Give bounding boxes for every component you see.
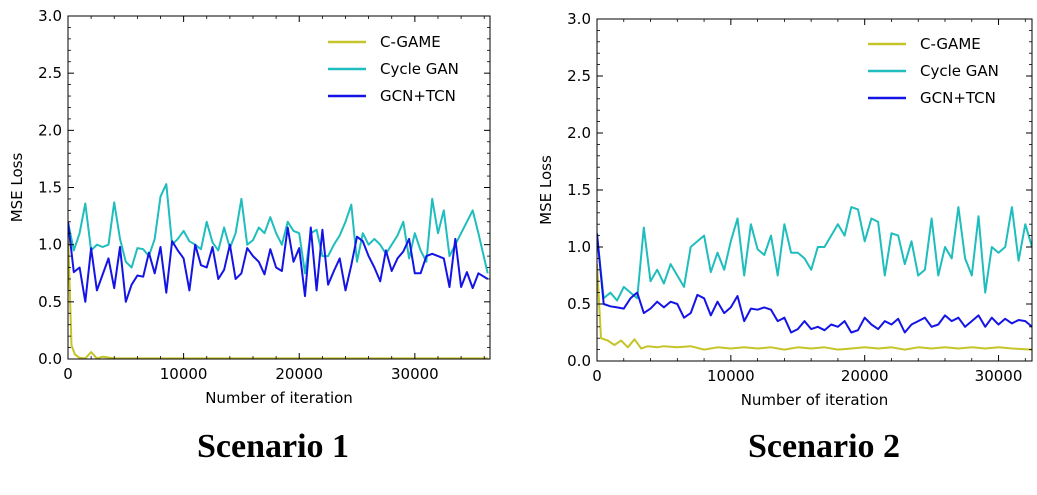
legend-label-c-game: C-GAME bbox=[920, 35, 981, 53]
series-line-cycle-gan bbox=[68, 183, 489, 275]
y-tick-label: 2.5 bbox=[567, 67, 591, 85]
x-axis-label: Number of iteration bbox=[205, 389, 353, 407]
y-tick-label: 3.0 bbox=[38, 7, 62, 25]
y-tick-label: 0.0 bbox=[567, 352, 591, 370]
y-tick-label: 0.0 bbox=[38, 350, 62, 368]
x-tick-label: 20000 bbox=[841, 367, 889, 385]
y-tick-label: 1.0 bbox=[38, 236, 62, 254]
y-tick-label: 2.0 bbox=[567, 124, 591, 142]
x-tick-label: 30000 bbox=[391, 365, 439, 383]
chart-scenario-1: 0.0 0.5 1.0 1.5 2.0 2.5 3.0 0 10000 20000 30000 Num… bbox=[8, 7, 491, 407]
series-line-gcn-tcn bbox=[68, 221, 489, 303]
y-axis-label: MSE Loss bbox=[537, 155, 555, 225]
x-tick-label: 10000 bbox=[707, 367, 755, 385]
series-line-cycle-gan bbox=[597, 206, 1032, 302]
y-tick-label: 1.5 bbox=[567, 181, 591, 199]
series-line-c-game bbox=[68, 233, 488, 359]
legend-label-cycle-gan: Cycle GAN bbox=[380, 60, 459, 78]
y-tick-label: 0.5 bbox=[38, 293, 62, 311]
x-tick-label: 0 bbox=[592, 367, 602, 385]
x-tick-label: 20000 bbox=[275, 365, 323, 383]
y-tick-label: 2.0 bbox=[38, 121, 62, 139]
series-line-gcn-tcn bbox=[597, 233, 1032, 334]
y-tick-label: 0.5 bbox=[567, 295, 591, 313]
legend-label-c-game: C-GAME bbox=[380, 33, 441, 51]
y-tick-label: 2.5 bbox=[38, 64, 62, 82]
x-tick-label: 0 bbox=[63, 365, 73, 383]
legend-label-cycle-gan: Cycle GAN bbox=[920, 62, 999, 80]
legend-label-gcn-tcn: GCN+TCN bbox=[380, 87, 456, 105]
legend-label-gcn-tcn: GCN+TCN bbox=[920, 89, 996, 107]
series-line-c-game bbox=[597, 264, 1032, 351]
chart-scenario-2: 0.0 0.5 1.0 1.5 2.0 2.5 3.0 0 10000 20000 30000 Num… bbox=[537, 10, 1033, 409]
y-axis-label: MSE Loss bbox=[8, 153, 26, 223]
caption-scenario-2: Scenario 2 bbox=[748, 428, 901, 465]
x-axis-label: Number of iteration bbox=[741, 391, 889, 409]
x-tick-label: 30000 bbox=[975, 367, 1023, 385]
y-tick-label: 3.0 bbox=[567, 10, 591, 28]
x-tick-label: 10000 bbox=[160, 365, 208, 383]
y-tick-label: 1.0 bbox=[567, 238, 591, 256]
caption-scenario-1: Scenario 1 bbox=[197, 428, 350, 465]
y-tick-label: 1.5 bbox=[38, 179, 62, 197]
